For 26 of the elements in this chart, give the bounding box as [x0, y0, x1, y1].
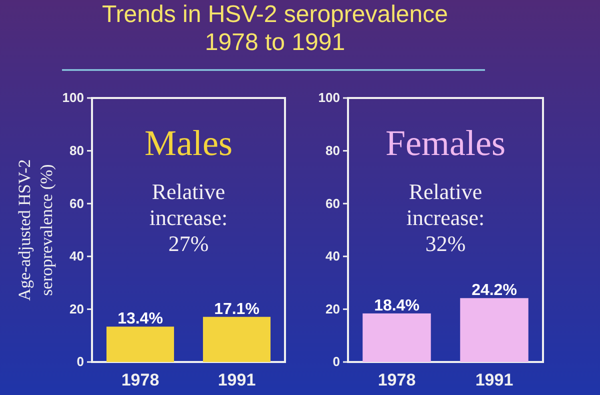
y-tick-label: 60 — [326, 196, 340, 211]
x-tick-label: 1991 — [218, 370, 256, 390]
x-tick-label: 1978 — [378, 370, 416, 390]
x-tick-label: 1978 — [121, 370, 160, 390]
y-tick-label: 40 — [70, 248, 84, 264]
data-label: 24.2% — [472, 282, 517, 300]
y-tick-label: 80 — [70, 142, 84, 158]
text: Females — [386, 123, 506, 163]
y-tick-label: 60 — [70, 196, 84, 211]
y-tick-label: 40 — [326, 248, 340, 264]
text: Males — [144, 123, 232, 163]
y-tick-label: 0 — [332, 354, 340, 370]
y-tick-label: 20 — [326, 301, 340, 316]
y-tick-label: 20 — [70, 301, 84, 316]
data-label: 17.1% — [214, 300, 260, 318]
y-axis-title: Age-adjusted HSV-2 seroprevalence (%) — [15, 159, 56, 301]
y-tick-label: 100 — [62, 90, 84, 106]
annotation: Relative increase: 32% — [406, 179, 485, 256]
y-tick-label: 0 — [76, 354, 84, 370]
y-tick-label: 80 — [326, 142, 340, 158]
annotation: Relative increase: 27% — [149, 179, 228, 256]
chart-title: Trends in HSV-2 seroprevalence 1978 to 1991 — [102, 1, 448, 56]
data-label: 18.4% — [374, 297, 420, 314]
y-tick-label: 100 — [318, 90, 340, 106]
data-label: 13.4% — [118, 310, 163, 328]
x-tick-label: 1991 — [475, 370, 514, 390]
